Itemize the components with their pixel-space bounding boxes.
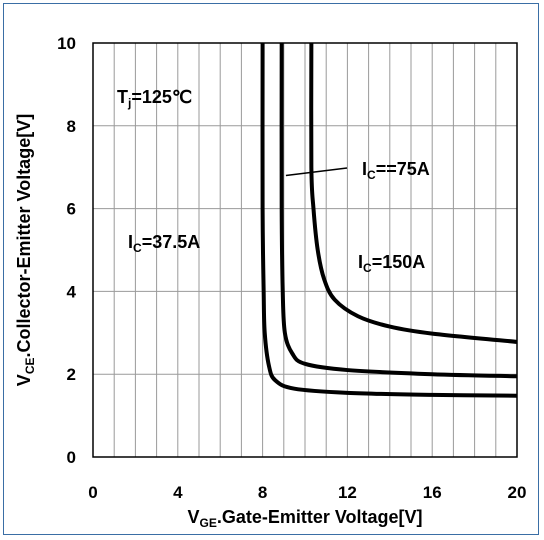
series-lines: [260, 42, 518, 398]
x-tick-label: 20: [508, 483, 527, 502]
y-tick-labels: 0 2 4 6 8 10: [57, 34, 76, 467]
plot-border: [92, 42, 518, 458]
series-line-2: [279, 42, 518, 379]
y-tick-label: 6: [67, 200, 76, 219]
x-tick-label: 4: [173, 483, 183, 502]
y-tick-label: 2: [67, 365, 76, 384]
series-line-3: [309, 42, 518, 344]
y-tick-label: 4: [67, 282, 77, 301]
ic1-label: IC=37.5A: [128, 232, 200, 255]
y-tick-label: 10: [57, 34, 76, 53]
x-tick-label: 12: [338, 483, 357, 502]
tj-label: Tj=125℃: [117, 87, 192, 110]
x-axis-title: VGE.Gate-Emitter Voltage[V]: [187, 507, 422, 530]
x-tick-label: 8: [258, 483, 267, 502]
ic2-label: IC==75A: [362, 159, 430, 182]
y-tick-label: 8: [67, 117, 76, 136]
x-tick-label: 16: [423, 483, 442, 502]
y-axis-title: VCE.Collector-Emitter Voltage[V]: [14, 114, 37, 386]
x-tick-labels: 0 4 8 12 16 20: [88, 483, 526, 502]
x-tick-label: 0: [88, 483, 97, 502]
series-line-1: [260, 42, 518, 398]
y-tick-label: 0: [67, 448, 76, 467]
ic3-label: IC=150A: [358, 252, 425, 275]
ic2-leader-line: [285, 167, 348, 177]
